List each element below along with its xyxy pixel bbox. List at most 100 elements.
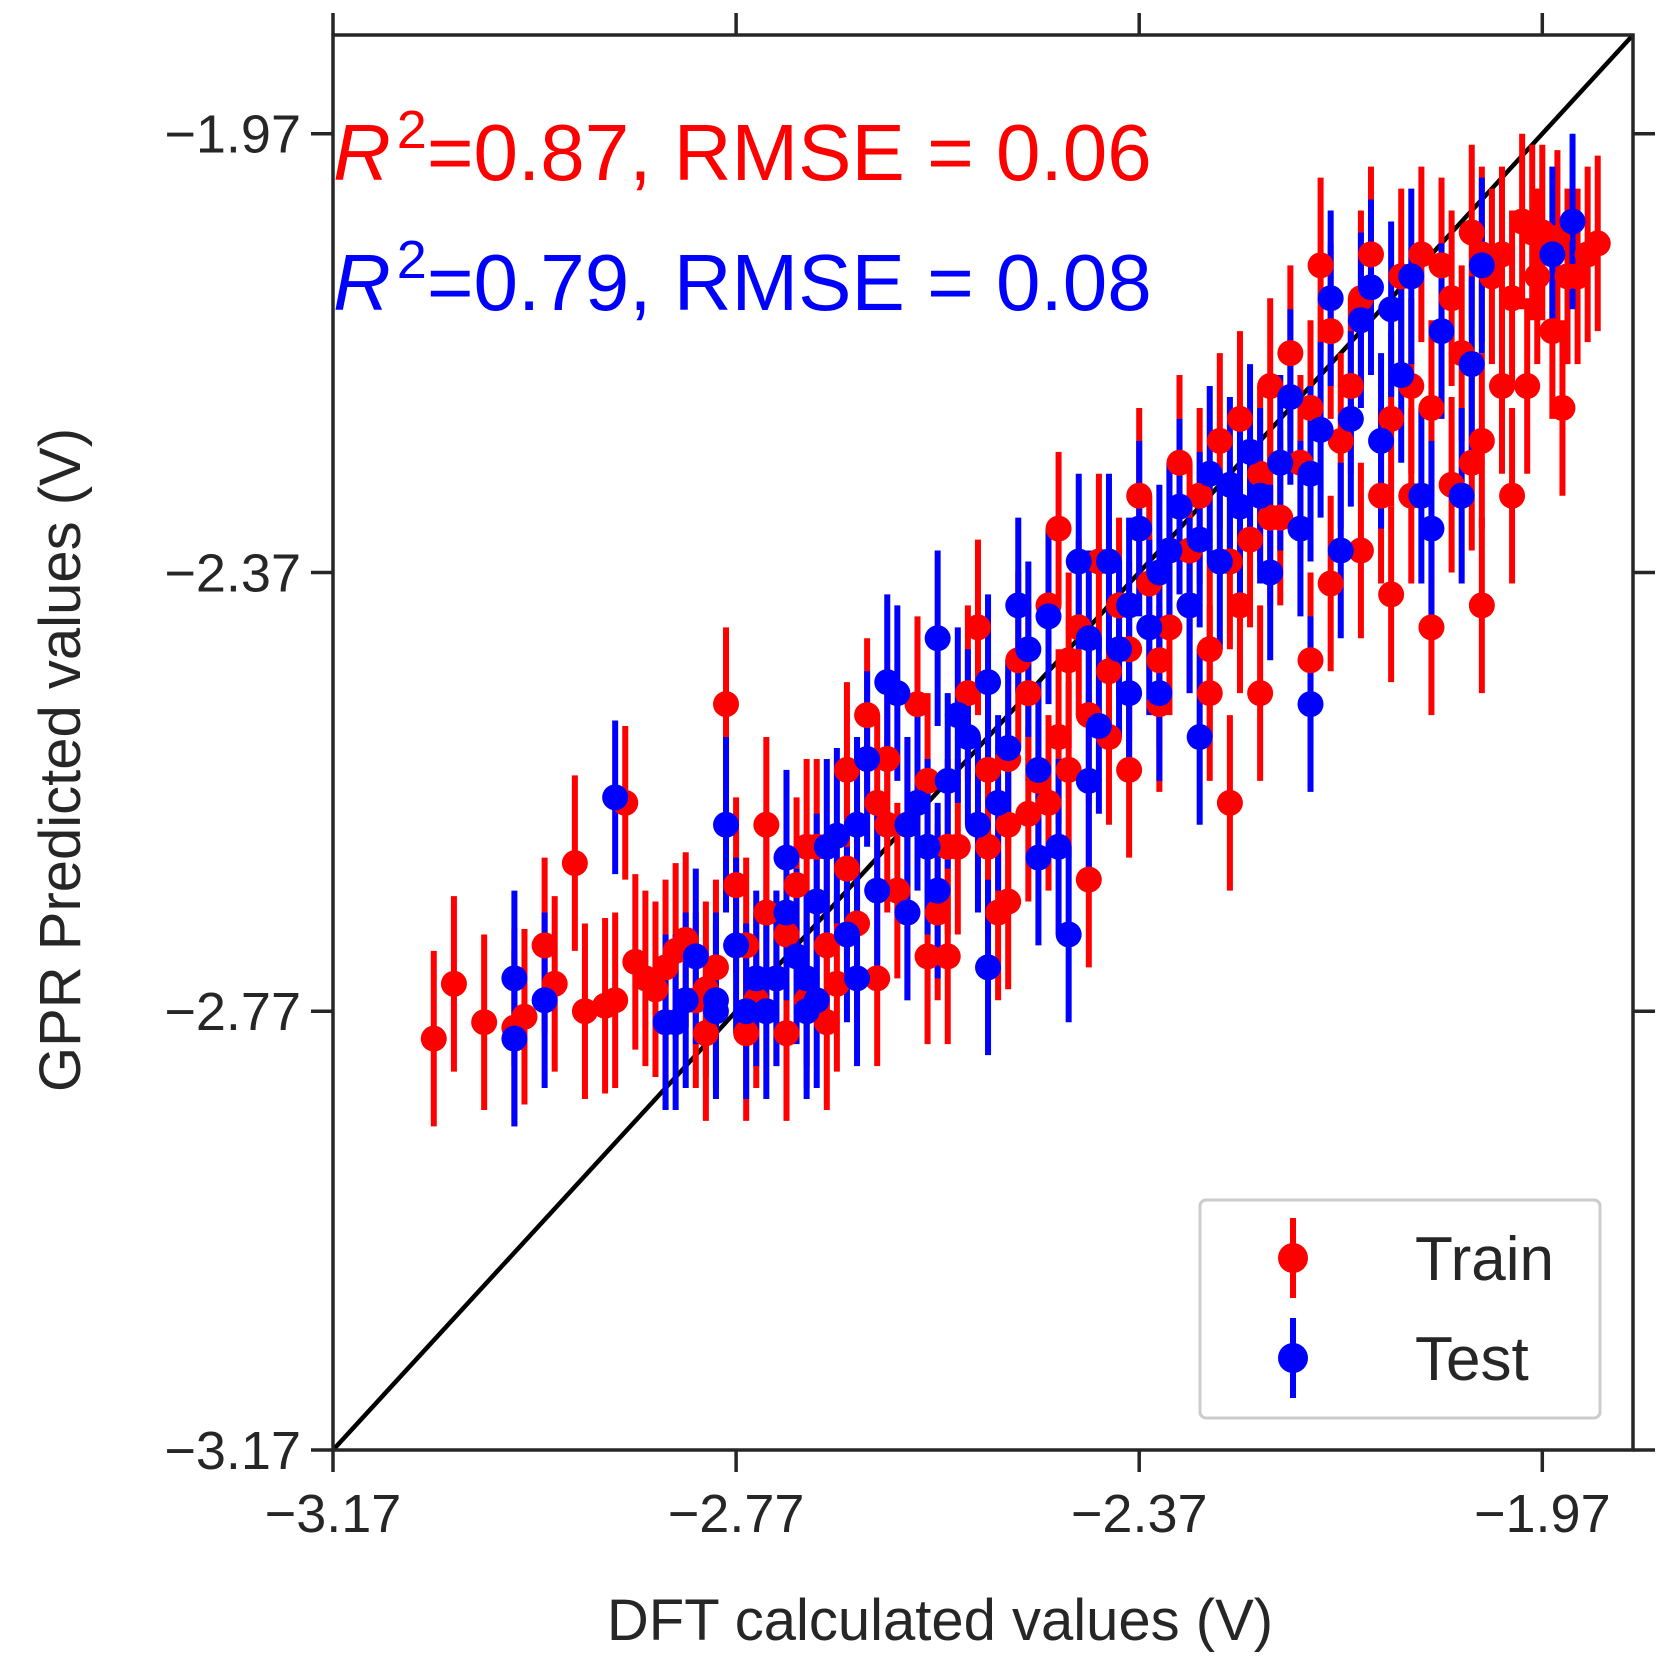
train-point — [995, 811, 1022, 838]
train-point — [833, 756, 860, 783]
train-point — [1156, 614, 1183, 641]
train-point — [1499, 482, 1526, 509]
test-point — [1116, 592, 1143, 619]
test-point — [1357, 274, 1384, 301]
train-point — [975, 833, 1002, 860]
test-point — [1166, 493, 1193, 520]
points-layer — [420, 208, 1611, 1052]
train-point — [914, 767, 941, 794]
test-point — [1388, 362, 1415, 389]
test-point — [1156, 537, 1183, 564]
test-point — [985, 789, 1012, 816]
test-point — [823, 822, 850, 849]
train-point — [1468, 427, 1495, 454]
legend: Train Test — [1198, 1198, 1602, 1420]
train-point — [1317, 318, 1344, 345]
test-point — [501, 965, 528, 992]
train-point — [723, 872, 750, 899]
x-tick-label: −2.77 — [668, 1484, 805, 1544]
test-point — [783, 943, 810, 970]
train-point — [531, 932, 558, 959]
test-point — [924, 877, 951, 904]
train-point — [1337, 373, 1364, 400]
train-point — [1408, 241, 1435, 268]
train-point — [1247, 460, 1274, 487]
train-point — [1126, 482, 1153, 509]
train-point — [1458, 219, 1485, 246]
test-point — [1085, 713, 1112, 740]
test-point — [793, 965, 820, 992]
train-point — [1116, 756, 1143, 783]
test-point — [914, 833, 941, 860]
test-point — [1176, 592, 1203, 619]
train-point — [1166, 449, 1193, 476]
train-point — [1196, 636, 1223, 663]
train-point — [1015, 800, 1042, 827]
train-point — [702, 954, 729, 981]
axes-layer — [331, 33, 1635, 1452]
test-point — [1025, 844, 1052, 871]
test-point — [702, 987, 729, 1014]
train-point — [1015, 680, 1042, 707]
train-point — [733, 1020, 760, 1047]
train-point — [511, 1003, 538, 1030]
metrics-text: =0.79, RMSE = 0.08 — [427, 238, 1152, 327]
test-point — [1267, 449, 1294, 476]
train-point — [471, 1009, 498, 1036]
x-tick-label: −2.37 — [1071, 1484, 1208, 1544]
train-point — [1488, 241, 1515, 268]
train-point — [783, 872, 810, 899]
test-point — [1206, 548, 1233, 575]
test-point — [954, 724, 981, 751]
test-point — [1035, 603, 1062, 630]
train-point — [1297, 394, 1324, 421]
test-point — [652, 1009, 679, 1036]
train-point — [1418, 614, 1445, 641]
train-point — [773, 921, 800, 948]
train-point — [642, 976, 669, 1003]
test-point — [975, 669, 1002, 696]
test-point — [1317, 285, 1344, 312]
test-point — [1368, 427, 1395, 454]
train-point — [602, 987, 629, 1014]
train-point — [1368, 482, 1395, 509]
r2-superscript: 2 — [397, 230, 427, 290]
test-point — [1287, 515, 1314, 542]
train-point — [1257, 504, 1284, 531]
x-tick-label: −1.97 — [1474, 1484, 1611, 1544]
train-point — [854, 702, 881, 729]
y-axis-label: GPR Predicted values (V) — [28, 428, 93, 1092]
test-point — [793, 998, 820, 1025]
test-point — [531, 987, 558, 1014]
test-point — [1065, 548, 1092, 575]
test-point — [803, 888, 830, 915]
train-point — [1045, 724, 1072, 751]
test-point — [672, 987, 699, 1014]
test-point — [1226, 493, 1253, 520]
train-point — [1317, 570, 1344, 597]
metrics-annotation: R 2=0.87, RMSE = 0.06 — [333, 100, 1152, 197]
train-point — [995, 888, 1022, 915]
test-point — [1095, 548, 1122, 575]
x-axis-label: DFT calculated values (V) — [607, 1588, 1273, 1653]
train-point — [1458, 449, 1485, 476]
test-point — [1297, 460, 1324, 487]
train-point — [1206, 427, 1233, 454]
train-point — [1564, 263, 1591, 290]
train-point — [1499, 285, 1526, 312]
train-point — [1584, 230, 1611, 257]
train-point — [884, 877, 911, 904]
test-point — [1015, 636, 1042, 663]
test-point — [1196, 460, 1223, 487]
test-point — [833, 921, 860, 948]
train-point — [1438, 285, 1465, 312]
y-tick-label: −1.97 — [164, 105, 301, 165]
train-point — [1055, 647, 1082, 674]
test-point — [713, 811, 740, 838]
test-point — [602, 784, 629, 811]
train-point — [1378, 581, 1405, 608]
train-point — [1347, 537, 1374, 564]
train-point — [753, 811, 780, 838]
test-point — [844, 811, 871, 838]
